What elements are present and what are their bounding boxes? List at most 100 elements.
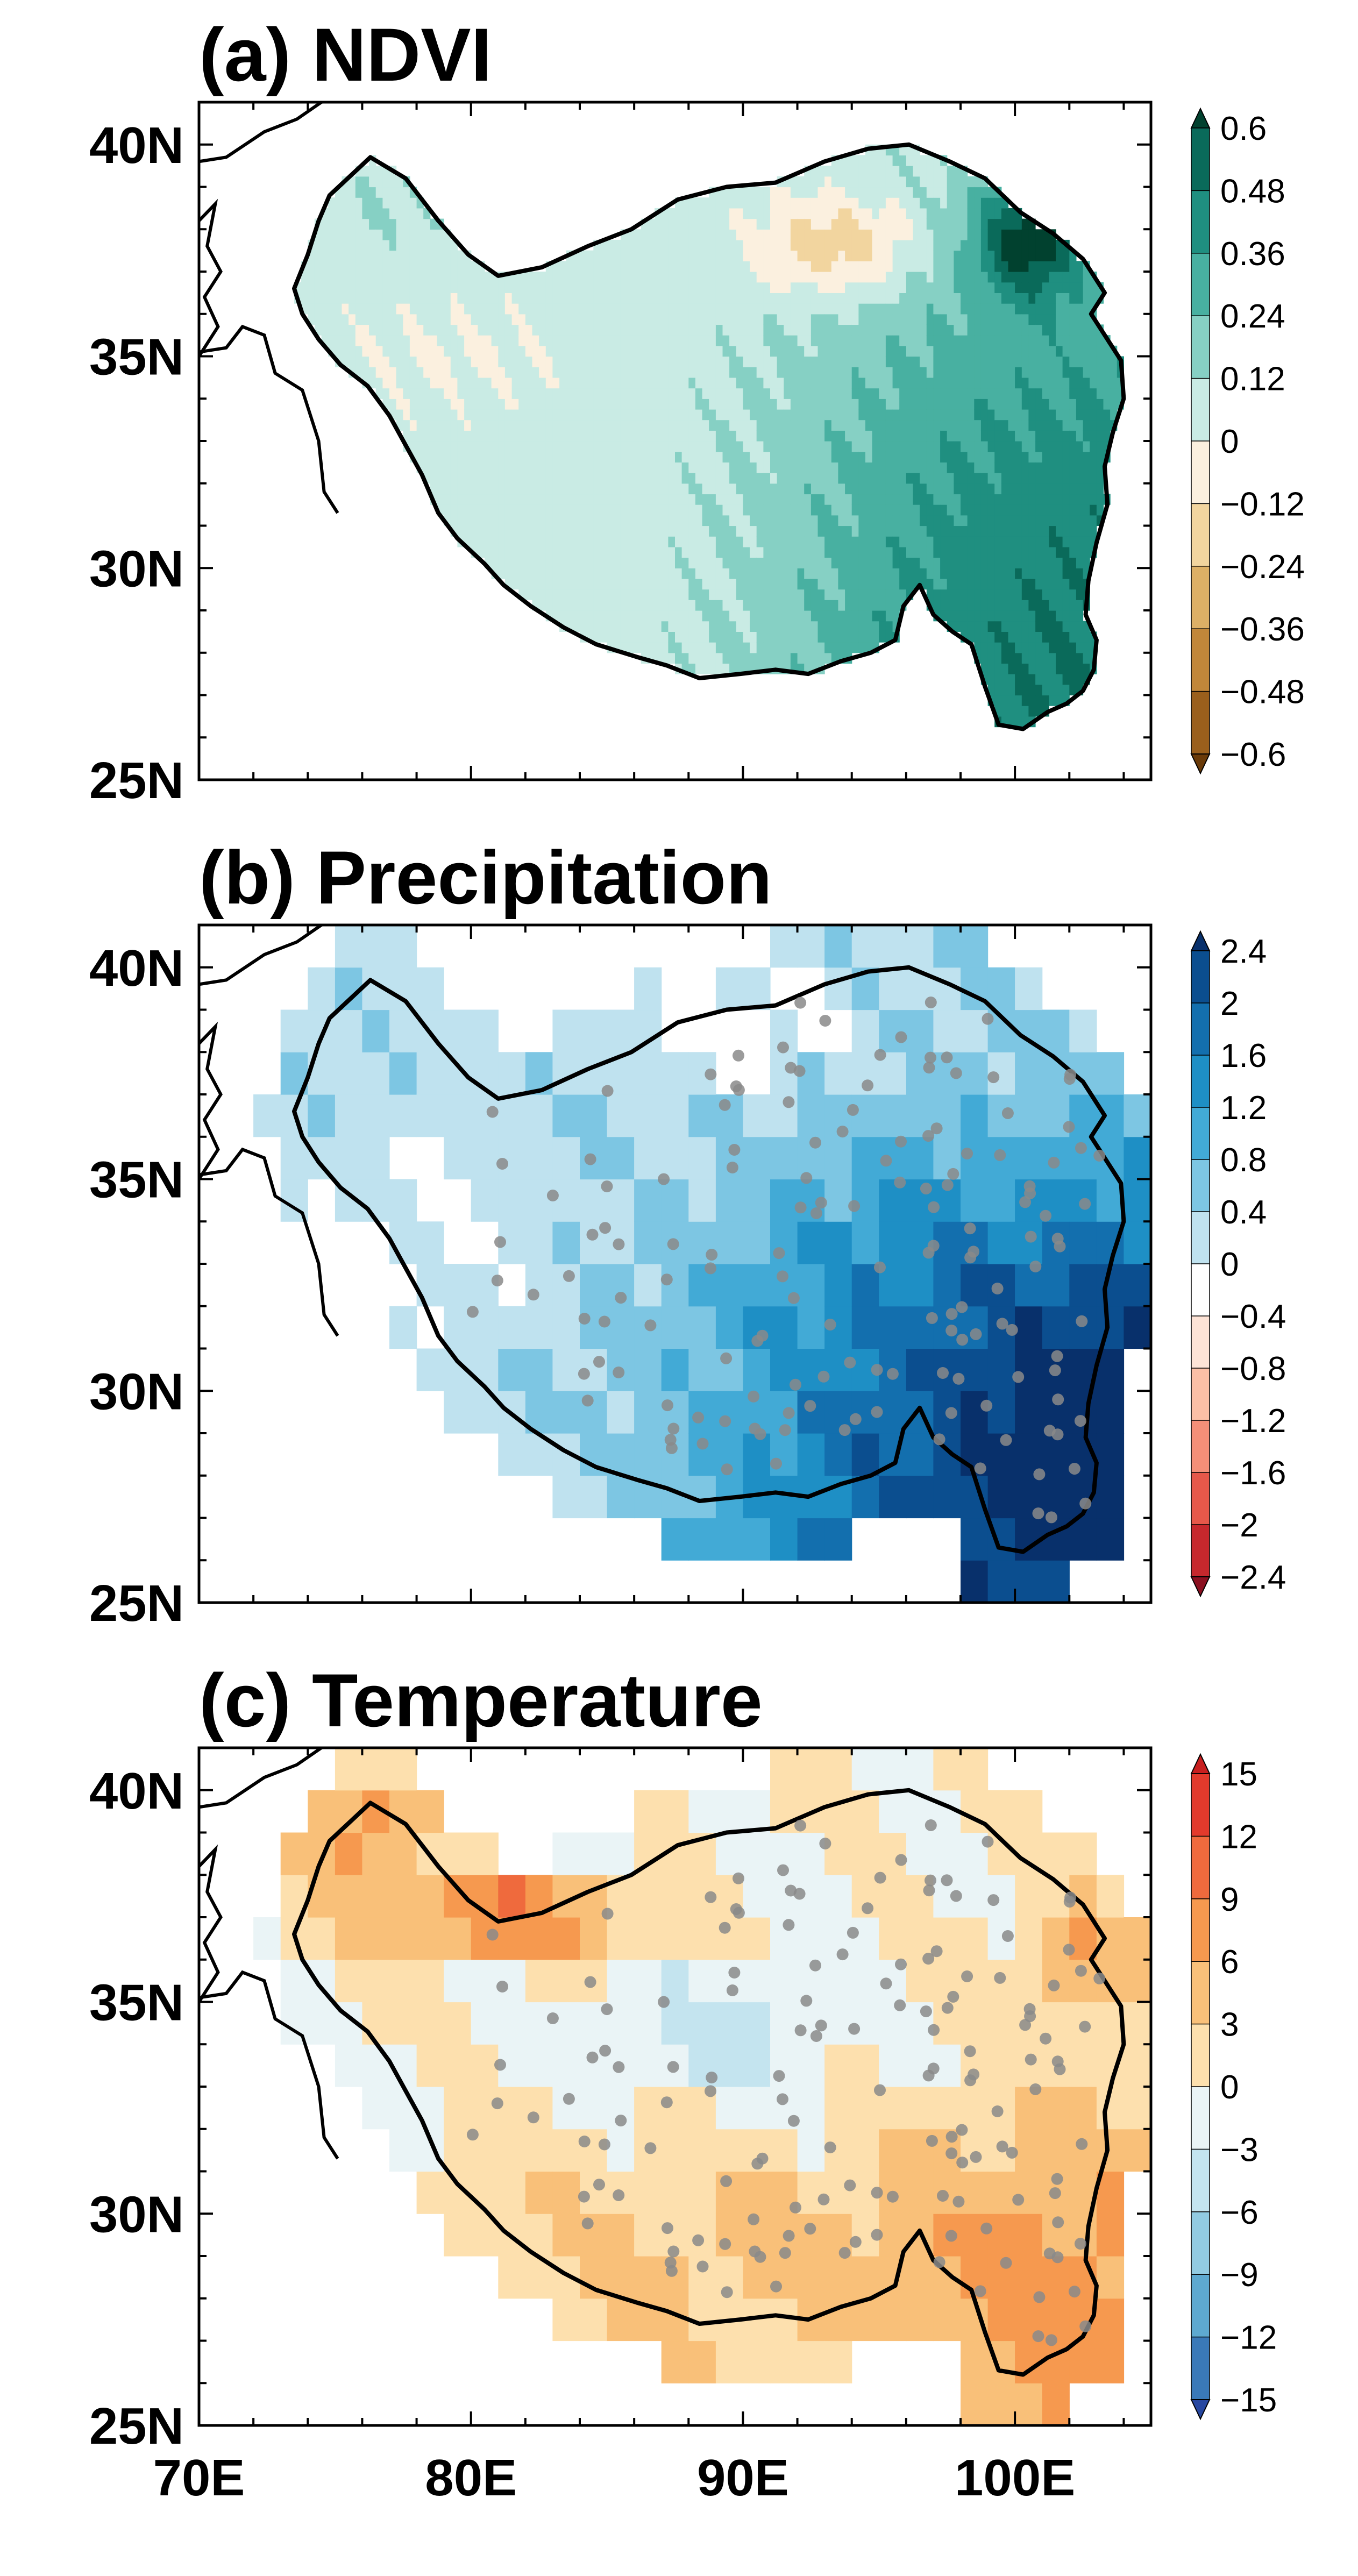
heat-cell (504, 504, 513, 516)
heat-cell (1008, 663, 1015, 674)
heat-cell (851, 621, 859, 632)
heat-cell (1083, 345, 1090, 357)
heat-cell (709, 473, 716, 484)
heat-cell (824, 473, 832, 484)
heat-cell (763, 335, 771, 346)
heat-cell (1049, 324, 1056, 336)
heat-cell (1083, 652, 1090, 664)
heat-cell (675, 642, 682, 653)
heat-cell (770, 345, 778, 357)
heat-cell (586, 335, 594, 346)
heat-cell (763, 441, 771, 452)
heat-cell (457, 388, 465, 399)
heat-cell (1008, 546, 1015, 558)
heat-cell (423, 441, 431, 452)
heat-cell (947, 578, 954, 590)
colorbar-label: 0 (1220, 423, 1239, 460)
heat-cell (885, 600, 893, 611)
heat-cell (641, 451, 648, 462)
heat-cell (810, 504, 819, 516)
heat-cell (892, 239, 900, 251)
heat-cell (715, 197, 723, 209)
heat-cell (328, 324, 336, 336)
heat-cell (926, 483, 934, 495)
heat-cell (913, 272, 920, 283)
heat-cell (777, 652, 784, 664)
heat-cell (777, 568, 784, 579)
heat-cell (491, 536, 499, 547)
heat-cell (729, 578, 737, 590)
heat-cell (872, 261, 879, 272)
heat-cell (355, 187, 362, 198)
heat-cell (831, 356, 838, 367)
heat-cell (504, 303, 513, 315)
heat-cell (375, 293, 383, 304)
heat-cell (872, 515, 879, 526)
heat-cell (974, 430, 982, 442)
heat-cell (933, 229, 941, 240)
heat-cell (675, 250, 682, 261)
heat-cell (879, 441, 886, 452)
heat-cell (750, 621, 757, 632)
heat-cell (702, 345, 709, 357)
heat-cell (756, 473, 764, 484)
heat-cell (913, 388, 920, 399)
heat-cell (362, 1136, 390, 1180)
heat-cell (987, 218, 995, 230)
heat-cell (661, 504, 669, 516)
heat-cell (566, 335, 573, 346)
heat-cell (688, 642, 696, 653)
heat-cell (600, 282, 608, 293)
heat-cell (1049, 525, 1056, 537)
heat-cell (627, 324, 635, 336)
heat-cell (865, 631, 873, 643)
heat-cell (430, 324, 438, 336)
heat-cell (504, 483, 513, 495)
heat-cell (906, 1264, 934, 1307)
heat-cell (1056, 250, 1063, 261)
heat-cell (600, 451, 608, 462)
heat-cell (545, 515, 553, 526)
heat-cell (661, 314, 669, 325)
heat-cell (879, 208, 886, 219)
heat-cell (661, 282, 669, 293)
heat-cell (450, 430, 458, 442)
heat-cell (933, 536, 941, 547)
heat-cell (573, 557, 580, 568)
heat-cell (961, 925, 989, 968)
heat-cell (967, 208, 975, 219)
heat-cell (865, 621, 873, 632)
heat-cell (586, 419, 594, 431)
heat-cell (607, 272, 614, 283)
heat-cell (797, 419, 805, 431)
heat-cell (845, 419, 852, 431)
heat-cell (580, 345, 587, 357)
heat-cell (994, 218, 1002, 230)
heat-cell (573, 578, 580, 590)
heat-cell (355, 314, 362, 325)
heat-cell (831, 600, 838, 611)
heat-cell (403, 335, 410, 346)
heat-cell (872, 187, 879, 198)
heat-cell (810, 483, 819, 495)
heat-cell (722, 409, 730, 421)
heat-cell (722, 610, 730, 622)
heat-cell (756, 441, 764, 452)
heat-cell (409, 388, 417, 399)
heat-cell (511, 409, 519, 421)
heat-cell (906, 504, 914, 516)
heat-cell (709, 303, 716, 315)
station-marker (748, 1390, 760, 1403)
heat-cell (790, 293, 798, 304)
heat-cell (668, 282, 676, 293)
heat-cell (444, 345, 451, 357)
heat-cell (974, 314, 982, 325)
heat-cell (1042, 1009, 1070, 1052)
heat-cell (987, 1179, 1015, 1222)
heat-cell (913, 218, 920, 230)
heat-cell (1069, 409, 1077, 421)
heat-cell (797, 1221, 825, 1264)
heat-cell (715, 663, 723, 674)
heat-cell (504, 377, 513, 389)
heat-cell (967, 473, 975, 484)
